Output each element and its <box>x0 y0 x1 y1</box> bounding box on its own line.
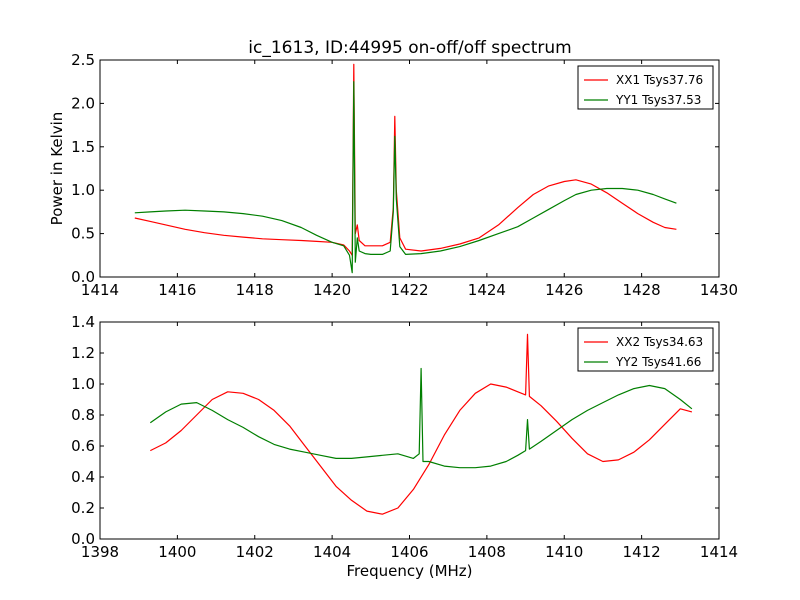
x-tick-label: 1422 <box>390 281 428 299</box>
legend-label: YY1 Tsys37.53 <box>615 93 701 107</box>
bottom-spectrum-panel: 1398 1400 1402 1404 1406 1408 1410 1412 1414 0.0 0… <box>71 313 738 580</box>
x-tick-label: 1402 <box>236 543 274 561</box>
x-tick-label: 1414 <box>700 543 738 561</box>
x-tick-label: 1406 <box>390 543 428 561</box>
legend: XX2 Tsys34.63 YY2 Tsys41.66 <box>577 327 714 372</box>
x-tick-label: 1428 <box>623 281 661 299</box>
x-tick-label: 1404 <box>313 543 351 561</box>
legend-label: XX2 Tsys34.63 <box>616 335 703 349</box>
legend-box <box>577 65 714 110</box>
x-tick-label: 1420 <box>313 281 351 299</box>
series-line-yy <box>149 367 693 469</box>
series-line-xx <box>150 333 693 515</box>
y-tick-label: 1.0 <box>71 375 95 393</box>
y-tick-label: 1.5 <box>71 138 95 156</box>
x-tick-label: 1408 <box>468 543 506 561</box>
x-tick-label: 1416 <box>158 281 196 299</box>
y-tick-label: 2.0 <box>71 94 95 112</box>
x-tick-label: 1418 <box>236 281 274 299</box>
y-axis-label: Power in Kelvin <box>48 112 66 226</box>
x-axis-label: Frequency (MHz) <box>346 562 472 580</box>
y-tick-label: 1.0 <box>71 181 95 199</box>
legend-box <box>577 327 714 372</box>
y-tick-label: 0.4 <box>71 468 95 486</box>
y-tick-label: 0.6 <box>71 437 95 455</box>
x-tick-label: 1410 <box>545 543 583 561</box>
x-tick-label: 1398 <box>81 543 119 561</box>
y-tick-label: 0.5 <box>71 225 95 243</box>
x-tick-label: 1424 <box>468 281 506 299</box>
top-spectrum-panel: 1414 1416 1418 1420 1422 1424 1426 1428 1430 0.0 0… <box>48 51 738 299</box>
y-tick-label: 0.8 <box>71 406 95 424</box>
figure-title: ic_1613, ID:44995 on-off/off spectrum <box>248 38 571 58</box>
y-tick-label: 0.2 <box>71 499 95 517</box>
x-tick-label: 1400 <box>158 543 196 561</box>
x-tick-label: 1426 <box>545 281 583 299</box>
x-tick-label: 1414 <box>81 281 119 299</box>
series-line-xx <box>134 63 677 256</box>
y-tick-label: 1.2 <box>71 344 95 362</box>
legend-label: XX1 Tsys37.76 <box>616 73 703 87</box>
legend-label: YY2 Tsys41.66 <box>615 355 701 369</box>
x-tick-label: 1412 <box>623 543 661 561</box>
legend: XX1 Tsys37.76 YY1 Tsys37.53 <box>577 65 714 110</box>
series-line-yy <box>134 81 677 274</box>
x-tick-label: 1430 <box>700 281 738 299</box>
y-tick-label: 1.4 <box>71 313 95 331</box>
y-tick-label: 0.0 <box>71 530 95 548</box>
y-tick-label: 2.5 <box>71 51 95 69</box>
y-tick-label: 0.0 <box>71 268 95 286</box>
